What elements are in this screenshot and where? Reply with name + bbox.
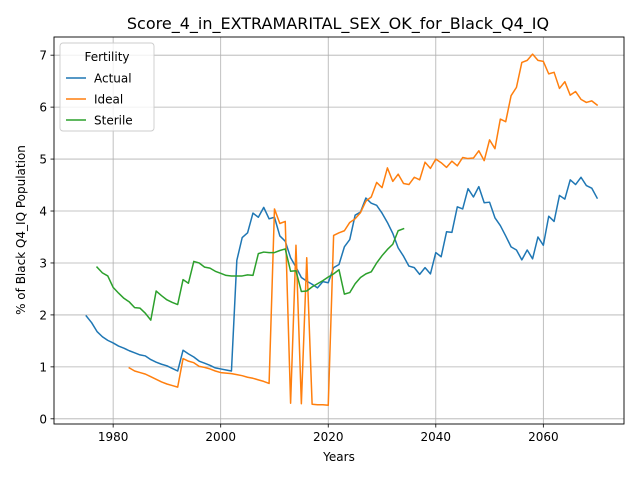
legend-title: Fertility — [84, 50, 129, 64]
y-tick-label: 3 — [39, 256, 47, 270]
y-tick-label: 0 — [39, 412, 47, 426]
x-tick-label: 2020 — [313, 430, 344, 444]
x-tick-label: 1980 — [98, 430, 129, 444]
legend-label-ideal: Ideal — [94, 93, 123, 107]
y-axis-ticks: 0 1 2 3 4 5 6 7 — [39, 49, 54, 426]
legend-label-sterile: Sterile — [94, 114, 133, 128]
x-axis-ticks: 1980 2000 2020 2040 2060 — [98, 424, 559, 444]
series-line-ideal — [128, 53, 599, 407]
y-tick-label: 7 — [39, 49, 47, 63]
series-line-actual — [85, 176, 599, 372]
plot-area-frame — [53, 36, 625, 425]
grid-lines — [54, 37, 624, 424]
legend-box — [59, 42, 155, 132]
y-tick-label: 1 — [39, 360, 47, 374]
legend-items: Actual Ideal Sterile — [66, 72, 133, 128]
x-tick-label: 2040 — [421, 430, 452, 444]
y-tick-label: 6 — [39, 101, 47, 115]
x-tick-label: 2000 — [205, 430, 236, 444]
chart-title: Score_4_in_EXTRAMARITAL_SEX_OK_for_Black… — [127, 14, 549, 34]
y-tick-label: 5 — [39, 153, 47, 167]
y-tick-label: 2 — [39, 308, 47, 322]
x-axis-label: Years — [322, 450, 355, 464]
legend: Fertility Actual Ideal Sterile — [59, 42, 155, 132]
series-line-sterile — [95, 227, 405, 321]
y-axis-label: % of Black Q4_IQ Population — [14, 145, 28, 315]
y-tick-label: 4 — [39, 205, 47, 219]
legend-label-actual: Actual — [94, 72, 132, 86]
data-series — [85, 53, 599, 407]
x-tick-label: 2060 — [528, 430, 559, 444]
